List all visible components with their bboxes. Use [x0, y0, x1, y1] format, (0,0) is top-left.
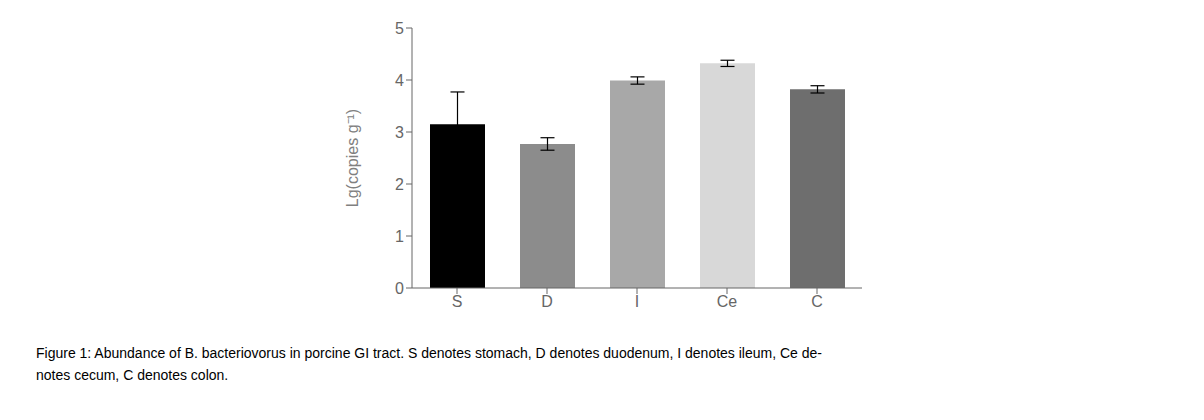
svg-text:4: 4 — [395, 72, 404, 89]
html-text:Figure 1: Abundance of B. bact: Figure 1: Abundance of B. bacteriovorus … — [36, 345, 822, 361]
svg-text:D: D — [541, 293, 553, 310]
svg-text:Ce: Ce — [717, 293, 738, 310]
html-text:notes cecum, C denotes colon.: notes cecum, C denotes colon. — [36, 367, 229, 383]
svg-text:5: 5 — [395, 20, 404, 37]
svg-text:I: I — [635, 293, 639, 310]
svg-text:3: 3 — [395, 124, 404, 141]
svg-text:2: 2 — [395, 176, 404, 193]
svg-text:0: 0 — [395, 280, 404, 297]
svg-text:C: C — [811, 293, 823, 310]
svg-text:S: S — [452, 293, 463, 310]
svg-text:1: 1 — [395, 228, 404, 245]
svg-text:Lg(copies g⁻¹): Lg(copies g⁻¹) — [344, 109, 361, 207]
